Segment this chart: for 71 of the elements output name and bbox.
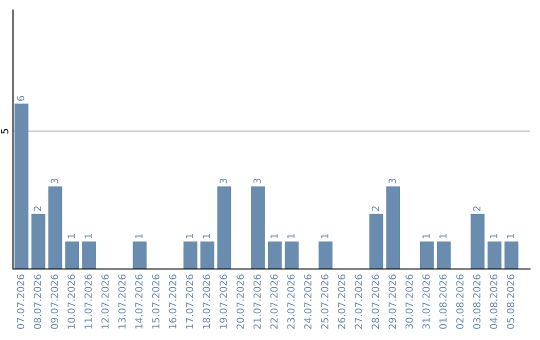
data-label: 1 [439,234,447,238]
x-tick-label: 05.08.2026 [506,274,514,329]
x-tick-label: 10.07.2026 [68,274,75,328]
bar [268,241,282,269]
bar [251,186,265,269]
data-label: 1 [68,234,75,238]
x-tick-label: 14.07.2026 [135,274,143,328]
y-tick-label: 5 [1,128,8,134]
data-label: 1 [135,234,142,238]
data-label: 1 [84,234,92,238]
x-tick-label: 11.07.2026 [84,274,92,328]
x-tick-label: 15.07.2026 [152,274,160,328]
bar [132,241,147,269]
x-tick-label: 24.07.2026 [304,274,312,329]
x-tick-label: 13.07.2026 [118,274,126,328]
data-label: 3 [50,178,58,184]
x-tick-label: 30.07.2026 [406,274,413,329]
data-label: 1 [287,234,294,238]
data-label: 6 [16,96,24,101]
data-label: 2 [473,206,480,211]
x-tick-label: 18.07.2026 [202,274,210,328]
bar [470,214,485,269]
x-tick-label: 01.08.2026 [439,274,447,329]
data-label: 3 [220,178,228,184]
x-tick-label: 08.07.2026 [34,274,42,329]
x-tick-label: 21.07.2026 [253,274,261,329]
data-label: 3 [388,178,396,184]
x-tick-label: 17.07.2026 [186,274,194,328]
bar [65,241,80,269]
bar [488,241,502,269]
bar [369,214,384,269]
data-label: 2 [372,206,379,211]
bar [318,241,332,269]
x-tick-label: 12.07.2026 [101,274,109,328]
data-label: 1 [270,234,278,238]
data-label: 2 [34,206,42,211]
bar [284,241,299,269]
data-label: 1 [507,234,514,238]
x-tick-label: 04.08.2026 [490,274,498,329]
x-tick-label: 29.07.2026 [388,274,396,329]
x-tick-label: 02.08.2026 [456,274,464,329]
x-tick-label: 31.07.2026 [422,274,430,329]
bar [436,241,451,269]
data-label: 1 [202,234,210,238]
bar [183,241,198,269]
x-tick-label: 09.07.2026 [50,274,58,329]
bar [217,186,232,269]
data-label: 1 [321,234,328,238]
x-tick-label: 25.07.2026 [321,274,328,329]
data-label: 1 [490,234,498,238]
x-tick-label: 07.07.2026 [16,274,24,329]
x-tick-label: 26.07.2026 [338,274,346,329]
x-tick-label: 28.07.2026 [372,274,380,329]
x-tick-label: 16.07.2026 [168,274,176,328]
bar [14,104,28,269]
x-tick-label: 23.07.2026 [287,274,295,329]
x-tick-label: 27.07.2026 [354,274,362,329]
data-label: 3 [253,178,261,184]
data-label: 1 [422,234,430,238]
bar [48,186,62,269]
x-tick-label: 20.07.2026 [236,274,244,329]
x-tick-label: 19.07.2026 [220,274,228,328]
x-tick-label: 03.08.2026 [473,274,480,329]
data-label: 1 [186,234,194,238]
bar [200,241,214,269]
bar [31,214,46,269]
bar [82,241,96,269]
bar [504,241,518,269]
bar [420,241,434,269]
bar [386,186,400,269]
x-tick-label: 22.07.2026 [270,274,278,329]
